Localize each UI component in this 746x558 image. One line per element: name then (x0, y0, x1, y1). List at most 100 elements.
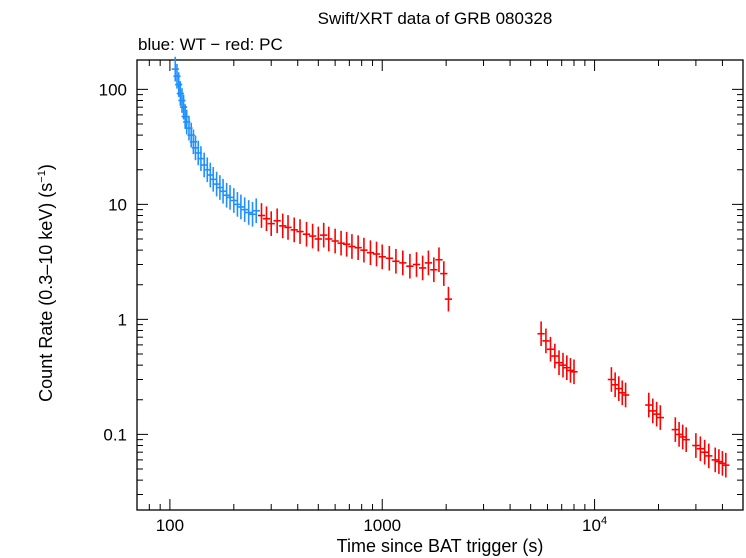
y-axis-ticks (137, 88, 743, 496)
x-axis-tick-labels: 100 1000 104 (156, 515, 607, 535)
x-tick-label: 100 (156, 516, 184, 535)
y-axis-label-close: ) (36, 164, 56, 170)
data-point (546, 336, 555, 362)
data-point (385, 245, 393, 271)
data-point (179, 94, 188, 120)
data-point (181, 104, 189, 129)
y-axis-label-main: Count Rate (0.3–10 keV) (s (36, 183, 56, 402)
data-point (679, 424, 687, 450)
data-point (696, 436, 705, 462)
data-point (308, 223, 317, 249)
data-point (675, 422, 683, 447)
data-point (257, 203, 266, 228)
data-point (399, 250, 407, 276)
data-point (424, 250, 433, 276)
y-tick-label: 1 (118, 310, 127, 329)
data-point (372, 241, 381, 267)
data-point (621, 382, 630, 408)
x-tick-label: 104 (582, 515, 607, 535)
data-point (718, 451, 727, 476)
data-point (267, 211, 275, 236)
data-point (615, 376, 623, 401)
data-point (440, 261, 448, 286)
y-axis-label-exponent: −1 (36, 170, 48, 183)
data-point (314, 226, 322, 252)
data-point (419, 255, 427, 281)
data-point (331, 228, 339, 254)
data-point (366, 240, 375, 266)
data-point (296, 219, 304, 244)
data-point (233, 192, 242, 217)
y-tick-label: 0.1 (103, 425, 127, 444)
data-point (212, 171, 221, 197)
data-point (656, 405, 664, 430)
data-point (337, 230, 345, 256)
data-point (430, 257, 438, 283)
data-point (645, 392, 653, 418)
data-point (563, 355, 571, 381)
data-point (551, 343, 559, 369)
data-point (325, 226, 333, 252)
y-tick-label: 100 (99, 80, 127, 99)
data-point (219, 178, 227, 204)
series-PC (257, 203, 730, 478)
data-point (178, 88, 186, 113)
data-point (262, 206, 271, 232)
data-series (171, 56, 730, 478)
data-point (279, 213, 287, 239)
data-point (354, 235, 362, 261)
data-point (537, 321, 545, 347)
data-point (378, 244, 386, 270)
data-point (302, 221, 311, 247)
data-point (412, 252, 421, 277)
data-point (542, 328, 550, 354)
data-point (570, 359, 578, 385)
data-point (435, 247, 443, 273)
data-point (705, 443, 713, 469)
data-point (248, 201, 257, 227)
data-point (252, 198, 260, 224)
data-point (209, 167, 217, 192)
data-point (671, 417, 679, 442)
data-point (653, 401, 661, 427)
data-point (444, 286, 453, 312)
x-axis-ticks (136, 60, 744, 510)
x-tick-label: 1000 (363, 516, 401, 535)
data-point (406, 253, 414, 279)
data-point (566, 358, 575, 383)
data-point (290, 217, 298, 243)
chart-subtitle: blue: WT − red: PC (138, 35, 283, 54)
y-tick-label: 10 (108, 195, 127, 214)
data-point (230, 188, 238, 213)
data-point (348, 234, 356, 259)
data-point (392, 248, 400, 274)
data-point (284, 215, 292, 240)
series-WT (171, 56, 260, 227)
data-point (273, 208, 281, 234)
y-axis-label: Count Rate (0.3–10 keV) (s−1) (36, 164, 56, 402)
data-point (649, 398, 657, 424)
data-point (360, 237, 368, 263)
data-point (237, 194, 245, 220)
chart-title: Swift/XRT data of GRB 080328 (318, 9, 553, 28)
data-point (222, 182, 231, 208)
plot-frame (136, 59, 744, 511)
data-point (555, 350, 563, 376)
x-axis-label: Time since BAT trigger (s) (337, 536, 544, 556)
data-point (226, 185, 234, 210)
data-point (320, 222, 328, 248)
data-point (618, 380, 626, 406)
data-point (559, 352, 567, 378)
data-point (197, 146, 205, 171)
data-point (245, 200, 253, 225)
data-point (607, 367, 616, 392)
data-point (241, 197, 249, 222)
data-point (722, 452, 730, 478)
data-point (692, 433, 700, 458)
data-point (711, 447, 719, 473)
data-point (715, 449, 723, 474)
data-point (343, 231, 351, 257)
data-point (701, 439, 709, 465)
y-axis-tick-labels: 100 10 1 0.1 (99, 80, 127, 444)
